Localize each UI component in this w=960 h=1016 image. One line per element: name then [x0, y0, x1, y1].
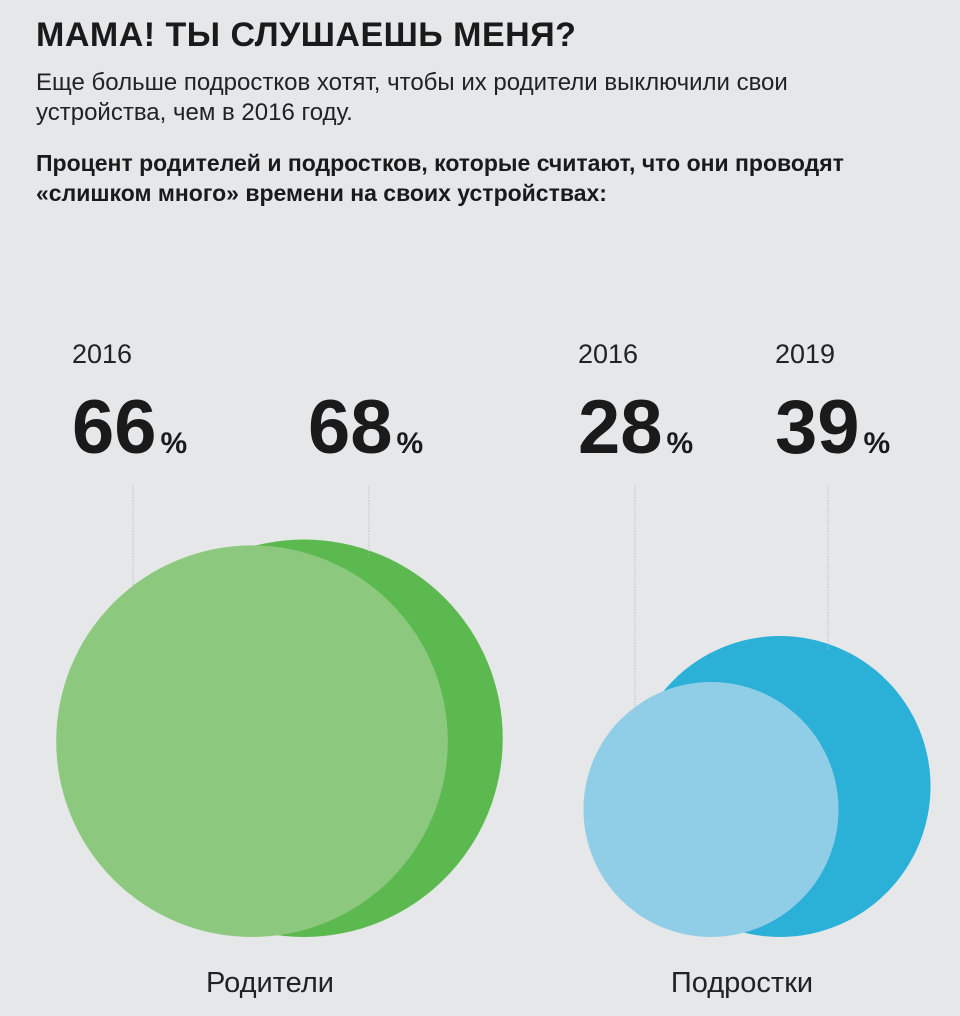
- value-label: 68%: [308, 385, 423, 470]
- bubble-родители-2016: [56, 545, 448, 937]
- year-label-2019: 2019: [775, 339, 835, 369]
- year-label-2016: 2016: [72, 339, 132, 369]
- value-label: 39%: [775, 385, 890, 470]
- category-label: Родители: [206, 967, 334, 999]
- value-label: 28%: [578, 385, 693, 470]
- value-label: 66%: [72, 385, 187, 470]
- year-label-2016: 2016: [578, 339, 638, 369]
- page-subtitle: Еще больше подростков хотят, чтобы их ро…: [36, 69, 788, 126]
- category-label: Подростки: [671, 967, 813, 999]
- chart-question: Процент родителей и подростков, которые …: [36, 150, 844, 206]
- page-title: МАМА! ТЫ СЛУШАЕШЬ МЕНЯ?: [36, 16, 577, 54]
- bubble-подростки-2016: [583, 681, 839, 937]
